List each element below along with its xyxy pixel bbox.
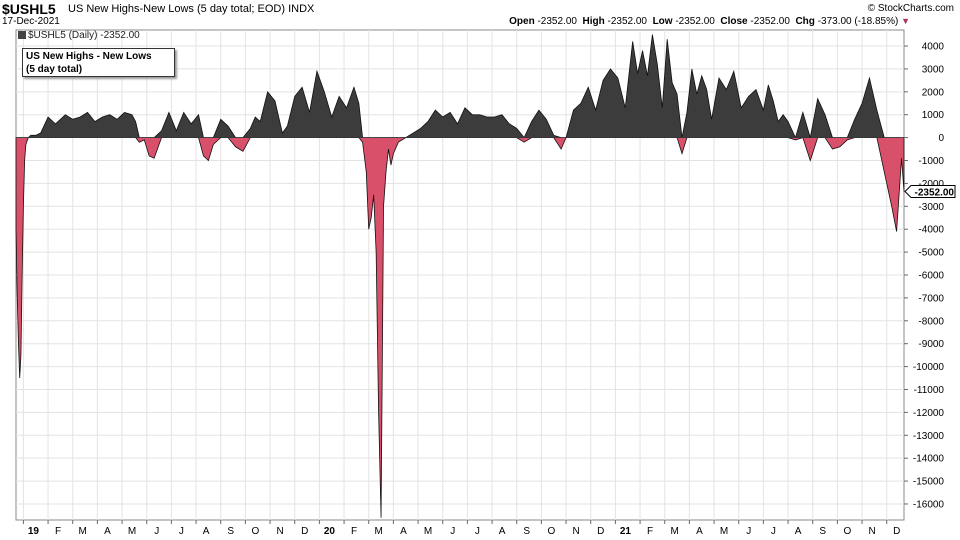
y-tick-label: -15000 <box>913 477 945 488</box>
x-tick-label: O <box>548 526 556 537</box>
last-value-text: -2352.00 <box>915 187 955 198</box>
series-label: $USHL5 (Daily) -2352.00 <box>18 30 140 41</box>
chart-title: US New Highs-New Lows (5 day total; EOD)… <box>68 3 315 15</box>
x-tick-label: A <box>696 526 703 537</box>
close-label: Close <box>720 16 748 27</box>
x-tick-label: J <box>475 526 480 537</box>
y-tick-label: 1000 <box>922 110 945 121</box>
x-tick-label: J <box>450 526 455 537</box>
x-tick-label: M <box>375 526 383 537</box>
low-label: Low <box>652 16 673 27</box>
last-value-tag: -2352.00 <box>904 184 956 198</box>
y-tick-label: -9000 <box>918 339 944 350</box>
y-tick-label: -11000 <box>914 385 945 396</box>
series-swatch <box>18 31 26 39</box>
y-tick-label: -14000 <box>913 454 945 465</box>
x-tick-label: 19 <box>28 526 40 537</box>
x-tick-label: M <box>720 526 728 537</box>
x-tick-label: N <box>868 526 875 537</box>
y-tick-label: -6000 <box>918 271 944 282</box>
negative-area <box>15 137 905 518</box>
y-tick-label: 2000 <box>922 87 945 98</box>
close-value: -2352.00 <box>750 16 790 27</box>
x-tick-label: D <box>301 526 308 537</box>
ohlc-readout: Open -2352.00 High -2352.00 Low -2352.00… <box>509 16 910 27</box>
x-axis: 19 F M A M J J A S O N D 20 F M A M J J A S O N D 21 F M A M J J A S O N D <box>22 520 900 537</box>
last-value-box <box>904 184 956 198</box>
open-label: Open <box>509 16 535 27</box>
x-tick-label: J <box>746 526 751 537</box>
legend-line-1: US New Highs - New Lows <box>26 51 152 62</box>
x-tick-label: F <box>351 526 357 537</box>
high-label: High <box>582 16 605 27</box>
y-tick-label: -5000 <box>918 248 944 259</box>
chg-label: Chg <box>795 16 815 27</box>
x-tick-label: A <box>104 526 111 537</box>
y-tick-label: -10000 <box>913 362 945 373</box>
x-tick-label: S <box>523 526 530 537</box>
x-tick-label: D <box>597 526 604 537</box>
chart-date: 17-Dec-2021 <box>2 16 60 27</box>
y-tick-label: 3000 <box>922 64 945 75</box>
x-tick-label: J <box>771 526 776 537</box>
y-tick-label: 4000 <box>922 42 945 53</box>
open-value: -2352.00 <box>537 16 577 27</box>
y-tick-label: -12000 <box>913 408 945 419</box>
y-tick-label: -1000 <box>918 156 944 167</box>
y-tick-label: -13000 <box>913 431 945 442</box>
brand-watermark: © StockCharts.com <box>867 3 954 14</box>
y-tick-label: -2000 <box>918 179 944 190</box>
x-tick-label: N <box>276 526 283 537</box>
x-tick-label: A <box>499 526 506 537</box>
y-axis: 4000 3000 2000 1000 0 -1000 -2000 -3000 -4000 -50… <box>904 42 945 510</box>
x-tick-label: M <box>424 526 432 537</box>
chg-value: -373.00 (-18.85%) <box>817 16 899 27</box>
x-tick-label: 20 <box>324 526 336 537</box>
x-tick-label: A <box>400 526 407 537</box>
high-value: -2352.00 <box>607 16 647 27</box>
y-tick-label: -8000 <box>918 316 944 327</box>
x-tick-label: O <box>844 526 852 537</box>
y-tick-label: -4000 <box>918 225 944 236</box>
y-tick-label: -3000 <box>918 202 944 213</box>
legend-line-2: (5 day total) <box>26 64 83 75</box>
low-value: -2352.00 <box>675 16 715 27</box>
x-tick-label: A <box>203 526 210 537</box>
x-tick-label: F <box>647 526 653 537</box>
y-tick-label: 0 <box>938 133 944 144</box>
y-tick-label: -7000 <box>918 293 944 304</box>
y-tick-label: -16000 <box>913 499 945 510</box>
x-tick-label: F <box>55 526 61 537</box>
x-tick-label: M <box>79 526 87 537</box>
x-tick-label: N <box>572 526 579 537</box>
chart-symbol: $USHL5 <box>2 1 56 17</box>
x-tick-label: J <box>154 526 159 537</box>
x-tick-label: 21 <box>620 526 632 537</box>
x-tick-label: S <box>227 526 234 537</box>
down-triangle-icon: ▼ <box>901 16 910 26</box>
x-tick-label: O <box>252 526 260 537</box>
series-label-text: $USHL5 (Daily) -2352.00 <box>28 30 140 41</box>
positive-area <box>16 34 904 139</box>
legend-box: US New Highs - New Lows (5 day total) <box>22 48 175 77</box>
x-tick-label: D <box>893 526 900 537</box>
series-areas <box>15 34 905 518</box>
x-tick-label: M <box>128 526 136 537</box>
x-tick-label: S <box>819 526 826 537</box>
x-tick-label: A <box>795 526 802 537</box>
x-tick-label: M <box>671 526 679 537</box>
x-tick-label: J <box>179 526 184 537</box>
